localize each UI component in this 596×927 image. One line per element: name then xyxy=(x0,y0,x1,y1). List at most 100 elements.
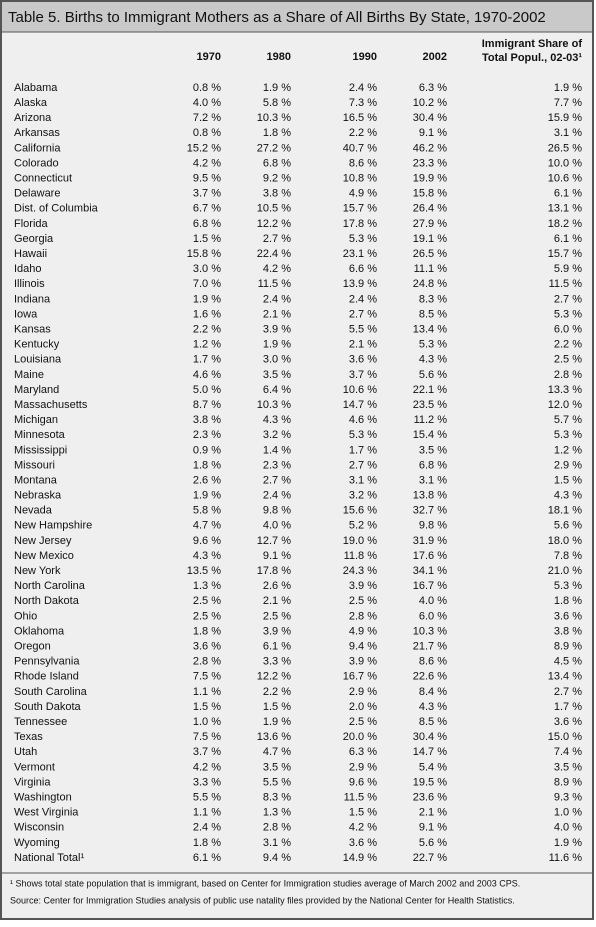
cell: 6.0 % xyxy=(554,323,582,335)
cell: 13.9 % xyxy=(343,278,377,290)
cell: 9.3 % xyxy=(554,792,582,804)
cell: 26.5 % xyxy=(413,248,447,260)
cell: 5.2 % xyxy=(349,520,377,532)
cell: 1.7 % xyxy=(349,444,377,456)
cell: 4.3 % xyxy=(419,354,447,366)
cell: 2.1 % xyxy=(349,339,377,351)
row-label: Wisconsin xyxy=(14,822,64,834)
cell: 4.6 % xyxy=(193,369,221,381)
cell: 13.3 % xyxy=(548,384,582,396)
title: Table 5. Births to Immigrant Mothers as … xyxy=(8,9,546,26)
cell: 1.5 % xyxy=(193,701,221,713)
cell: 2.8 % xyxy=(263,822,291,834)
cell: 22.6 % xyxy=(413,671,447,683)
cell: 2.4 % xyxy=(349,82,377,94)
cell: 17.8 % xyxy=(343,218,377,230)
cell: 14.7 % xyxy=(413,746,447,758)
cell: 13.4 % xyxy=(413,323,447,335)
cell: 14.7 % xyxy=(343,399,377,411)
cell: 2.2 % xyxy=(193,323,221,335)
cell: 6.8 % xyxy=(419,459,447,471)
cell: 5.3 % xyxy=(554,580,582,592)
cell: 30.4 % xyxy=(413,731,447,743)
cell: 1.7 % xyxy=(554,701,582,713)
cell: 46.2 % xyxy=(413,142,447,154)
row-label: Arizona xyxy=(14,112,52,124)
cell: 2.8 % xyxy=(554,369,582,381)
cell: 5.5 % xyxy=(193,792,221,804)
cell: 24.3 % xyxy=(343,565,377,577)
cell: 1.4 % xyxy=(263,444,291,456)
cell: 11.2 % xyxy=(414,414,448,426)
cell: 6.1 % xyxy=(554,188,582,200)
cell: 7.5 % xyxy=(193,671,221,683)
cell: 6.6 % xyxy=(349,263,377,275)
row-label: Dist. of Columbia xyxy=(14,203,99,215)
cell: 1.8 % xyxy=(193,837,221,849)
cell: 1.8 % xyxy=(193,625,221,637)
cell: 11.1 % xyxy=(414,263,448,275)
cell: 3.2 % xyxy=(349,490,377,502)
cell: 8.3 % xyxy=(263,792,291,804)
cell: 23.6 % xyxy=(413,792,447,804)
cell: 26.4 % xyxy=(413,203,447,215)
row-label: California xyxy=(14,142,61,154)
cell: 10.6 % xyxy=(343,384,377,396)
cell: 16.5 % xyxy=(343,112,377,124)
footnote: ¹ Shows total state population that is i… xyxy=(10,878,520,888)
cell: 4.7 % xyxy=(193,520,221,532)
cell: 2.4 % xyxy=(263,293,291,305)
cell: 34.1 % xyxy=(413,565,447,577)
row-label: South Dakota xyxy=(14,701,82,713)
row-label: Kansas xyxy=(14,323,51,335)
cell: 1.8 % xyxy=(263,127,291,139)
row-label: Indiana xyxy=(14,293,51,305)
cell: 13.4 % xyxy=(548,671,582,683)
cell: 7.4 % xyxy=(554,746,582,758)
cell: 3.6 % xyxy=(349,837,377,849)
row-label: Colorado xyxy=(14,157,59,169)
cell: 2.8 % xyxy=(349,610,377,622)
cell: 3.6 % xyxy=(349,354,377,366)
cell: 24.8 % xyxy=(413,278,447,290)
cell: 9.5 % xyxy=(193,172,221,184)
column-header: 1970 xyxy=(197,51,221,63)
cell: 6.0 % xyxy=(419,610,447,622)
cell: 3.7 % xyxy=(349,369,377,381)
row-label: Oklahoma xyxy=(14,625,65,637)
cell: 4.3 % xyxy=(554,490,582,502)
cell: 17.8 % xyxy=(257,565,291,577)
cell: 5.0 % xyxy=(193,384,221,396)
cell: 32.7 % xyxy=(413,505,447,517)
cell: 22.7 % xyxy=(413,852,447,864)
cell: 15.7 % xyxy=(343,203,377,215)
cell: 6.1 % xyxy=(554,233,582,245)
row-label: New Hampshire xyxy=(14,520,92,532)
column-header: 1980 xyxy=(267,51,291,63)
cell: 6.1 % xyxy=(193,852,221,864)
cell: 15.9 % xyxy=(548,112,582,124)
cell: 2.9 % xyxy=(554,459,582,471)
cell: 6.4 % xyxy=(263,384,291,396)
cell: 1.9 % xyxy=(263,716,291,728)
cell: 10.3 % xyxy=(413,625,447,637)
cell: 4.3 % xyxy=(419,701,447,713)
cell: 3.9 % xyxy=(349,656,377,668)
cell: 7.2 % xyxy=(193,112,221,124)
cell: 19.1 % xyxy=(413,233,447,245)
cell: 19.0 % xyxy=(343,535,377,547)
cell: 13.8 % xyxy=(413,490,447,502)
row-label: Hawaii xyxy=(14,248,47,260)
cell: 2.5 % xyxy=(349,595,377,607)
cell: 5.6 % xyxy=(419,837,447,849)
cell: 9.4 % xyxy=(263,852,291,864)
cell: 1.3 % xyxy=(263,807,291,819)
cell: 2.5 % xyxy=(263,610,291,622)
cell: 6.3 % xyxy=(349,746,377,758)
cell: 8.5 % xyxy=(419,308,447,320)
cell: 9.8 % xyxy=(419,520,447,532)
cell: 6.8 % xyxy=(263,157,291,169)
cell: 1.6 % xyxy=(193,308,221,320)
cell: 31.9 % xyxy=(413,535,447,547)
row-label: Arkansas xyxy=(14,127,60,139)
